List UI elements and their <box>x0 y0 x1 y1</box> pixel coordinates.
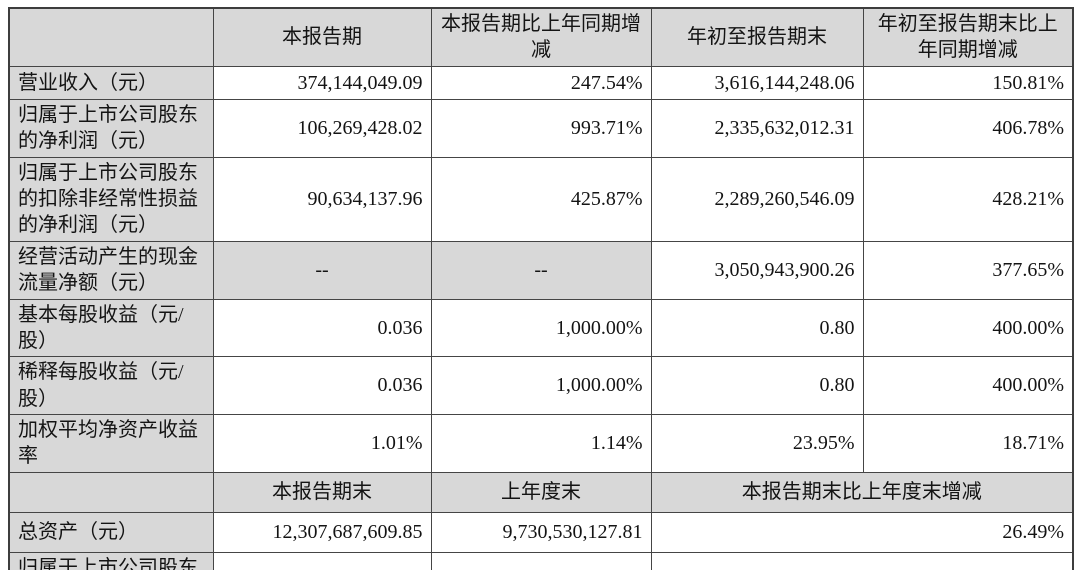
value-period-yoy-change: -- <box>430 240 652 300</box>
row-label: 稀释每股收益（元/股） <box>8 356 214 416</box>
header-period-end: 本报告期末 <box>212 471 432 513</box>
row-label: 基本每股收益（元/股） <box>8 298 214 358</box>
row-label: 归属于上市公司股东的所有者权益（元） <box>8 551 214 570</box>
value-ytd-yoy-change: 400.00% <box>862 356 1074 416</box>
value-ytd: 3,050,943,900.26 <box>650 240 864 300</box>
table-row-operating-cash-flow: 经营活动产生的现金流量净额（元） -- -- 3,050,943,900.26 … <box>8 240 1074 300</box>
value-ytd-yoy-change: 400.00% <box>862 298 1074 358</box>
value-period: -- <box>212 240 432 300</box>
header-end-vs-prior-change: 本报告期末比上年度末增减 <box>650 471 1074 513</box>
header-prior-year-end: 上年度末 <box>430 471 652 513</box>
value-period-yoy-change: 247.54% <box>430 65 652 100</box>
table-row-total-assets: 总资产（元） 12,307,687,609.85 9,730,530,127.8… <box>8 511 1074 553</box>
table-row-owners-equity: 归属于上市公司股东的所有者权益（元） 10,748,072,417.21 8,7… <box>8 551 1074 570</box>
value-period-yoy-change: 1.14% <box>430 414 652 473</box>
value-ytd-yoy-change: 377.65% <box>862 240 1074 300</box>
table-row-net-profit: 归属于上市公司股东的净利润（元） 106,269,428.02 993.71% … <box>8 98 1074 158</box>
value-end-vs-prior-change: 26.49% <box>650 511 1074 553</box>
value-ytd: 2,289,260,546.09 <box>650 156 864 242</box>
header-ytd: 年初至报告期末 <box>650 7 864 67</box>
table-row-revenue: 营业收入（元） 374,144,049.09 247.54% 3,616,144… <box>8 65 1074 100</box>
value-period: 0.036 <box>212 356 432 416</box>
corner-cell <box>8 471 214 513</box>
table-row-weighted-avg-roe: 加权平均净资产收益率 1.01% 1.14% 23.95% 18.71% <box>8 414 1074 473</box>
header-ytd-yoy-change: 年初至报告期末比上年同期增减 <box>862 7 1074 67</box>
row-label: 加权平均净资产收益率 <box>8 414 214 473</box>
value-period: 374,144,049.09 <box>212 65 432 100</box>
table-row-basic-eps: 基本每股收益（元/股） 0.036 1,000.00% 0.80 400.00% <box>8 298 1074 358</box>
value-ytd-yoy-change: 406.78% <box>862 98 1074 158</box>
row-label: 总资产（元） <box>8 511 214 553</box>
value-ytd-yoy-change: 428.21% <box>862 156 1074 242</box>
table-row-diluted-eps: 稀释每股收益（元/股） 0.036 1,000.00% 0.80 400.00% <box>8 356 1074 416</box>
row-label: 经营活动产生的现金流量净额（元） <box>8 240 214 300</box>
value-end-vs-prior-change: 22.60% <box>650 551 1074 570</box>
value-ytd: 23.95% <box>650 414 864 473</box>
row-label: 归属于上市公司股东的扣除非经常性损益的净利润（元） <box>8 156 214 242</box>
table-row-net-profit-excl-nonrecurring: 归属于上市公司股东的扣除非经常性损益的净利润（元） 90,634,137.96 … <box>8 156 1074 242</box>
value-ytd: 0.80 <box>650 356 864 416</box>
value-period-end: 12,307,687,609.85 <box>212 511 432 553</box>
section1-header-row: 本报告期 本报告期比上年同期增减 年初至报告期末 年初至报告期末比上年同期增减 <box>8 7 1074 67</box>
row-label: 营业收入（元） <box>8 65 214 100</box>
value-period-end: 10,748,072,417.21 <box>212 551 432 570</box>
financial-summary-table: 本报告期 本报告期比上年同期增减 年初至报告期末 年初至报告期末比上年同期增减 … <box>8 7 1074 570</box>
header-current-period: 本报告期 <box>212 7 432 67</box>
row-label: 归属于上市公司股东的净利润（元） <box>8 98 214 158</box>
value-ytd: 2,335,632,012.31 <box>650 98 864 158</box>
value-period: 106,269,428.02 <box>212 98 432 158</box>
value-period-yoy-change: 1,000.00% <box>430 298 652 358</box>
value-period-yoy-change: 425.87% <box>430 156 652 242</box>
value-period: 0.036 <box>212 298 432 358</box>
value-ytd: 0.80 <box>650 298 864 358</box>
section2-header-row: 本报告期末 上年度末 本报告期末比上年度末增减 <box>8 471 1074 513</box>
value-ytd: 3,616,144,248.06 <box>650 65 864 100</box>
value-period: 90,634,137.96 <box>212 156 432 242</box>
value-prior-year-end: 8,766,663,939.88 <box>430 551 652 570</box>
value-ytd-yoy-change: 150.81% <box>862 65 1074 100</box>
header-period-yoy-change: 本报告期比上年同期增减 <box>430 7 652 67</box>
value-period-yoy-change: 1,000.00% <box>430 356 652 416</box>
value-prior-year-end: 9,730,530,127.81 <box>430 511 652 553</box>
value-ytd-yoy-change: 18.71% <box>862 414 1074 473</box>
value-period: 1.01% <box>212 414 432 473</box>
corner-cell <box>8 7 214 67</box>
value-period-yoy-change: 993.71% <box>430 98 652 158</box>
